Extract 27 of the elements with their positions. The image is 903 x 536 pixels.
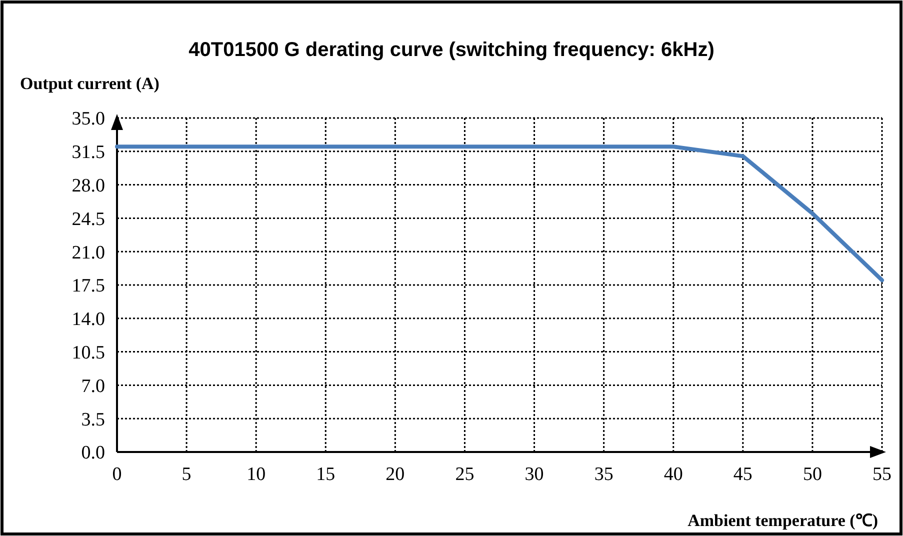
x-tick-label: 20 xyxy=(386,464,405,485)
y-tick-label: 28.0 xyxy=(72,175,105,196)
x-tick-label: 15 xyxy=(316,464,336,485)
line-series xyxy=(115,144,884,282)
y-tick-label: 24.5 xyxy=(72,208,105,230)
y-tick-label: 10.5 xyxy=(72,342,105,364)
y-tick-label: 35.0 xyxy=(72,108,105,130)
chart-title: 40T01500 G derating curve (switching frequency: 6kHz) xyxy=(188,39,714,61)
y-tick-label: 31.5 xyxy=(72,142,105,164)
x-tick-label: 40 xyxy=(664,464,683,485)
y-tick-label: 0.0 xyxy=(81,442,105,464)
y-tick-label: 21.0 xyxy=(72,242,105,264)
x-tick-label: 5 xyxy=(182,464,192,485)
x-tick-label: 35 xyxy=(594,464,614,485)
y-tick-label: 17.5 xyxy=(72,276,105,297)
x-tick-label: 25 xyxy=(455,464,474,485)
y-tick-label: 7.0 xyxy=(81,376,105,397)
x-tick-label: 10 xyxy=(246,464,266,485)
y-tick-label: 3.5 xyxy=(81,409,105,430)
x-tick-label: 50 xyxy=(802,464,822,485)
x-axis-title: Ambient temperature (℃) xyxy=(688,511,878,530)
y-axis-title: Output current (A) xyxy=(20,74,160,93)
x-tick-label: 55 xyxy=(872,464,892,485)
x-tick-label: 30 xyxy=(524,464,544,485)
x-tick-label: 45 xyxy=(733,464,752,485)
x-tick-label: 0 xyxy=(112,464,122,485)
y-tick-label: 14.0 xyxy=(72,309,105,330)
